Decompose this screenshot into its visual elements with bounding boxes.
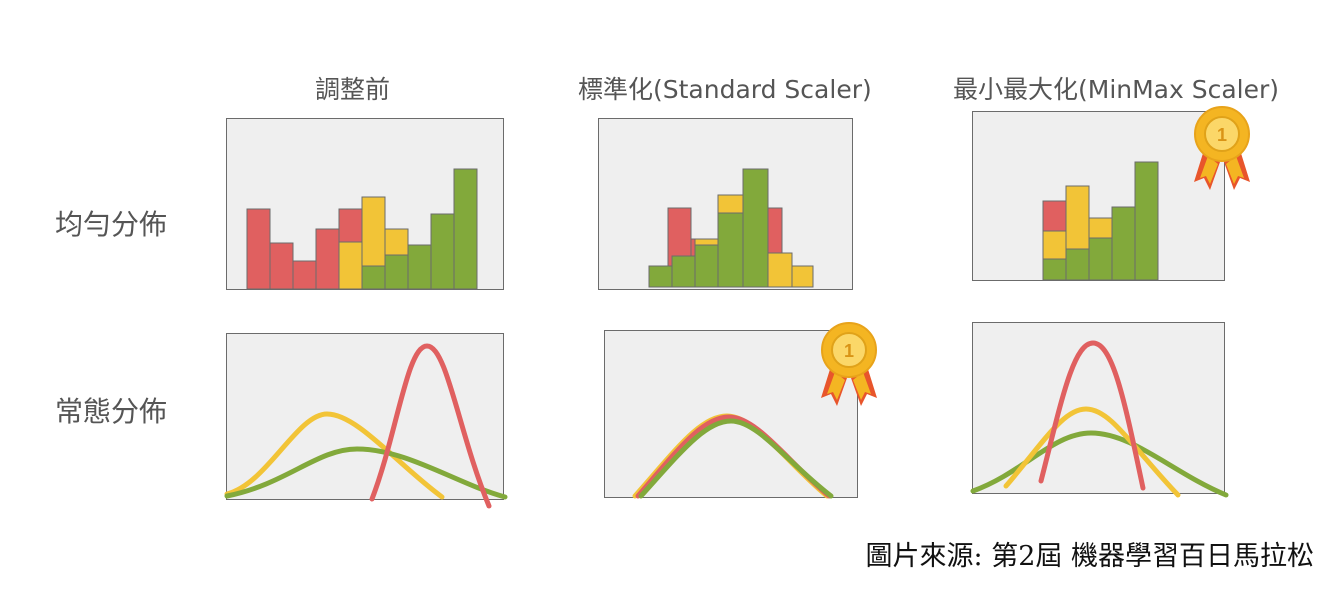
bar [1088, 237, 1113, 281]
row-title-uniform: 均勻分佈 [55, 208, 168, 241]
bar [648, 265, 673, 288]
curve-red [1038, 340, 1146, 491]
panel-normal-before [224, 333, 508, 509]
panel-normal-standard [604, 330, 858, 499]
medal-icon-uniform-minmax: 1 [1194, 106, 1250, 190]
panel-uniform-before [226, 118, 504, 290]
bar [1134, 161, 1159, 281]
bar [1065, 248, 1090, 281]
curve-green [638, 418, 834, 499]
curve-red [369, 343, 492, 509]
density-curves-normal-before [224, 343, 508, 509]
bar [717, 212, 744, 288]
column-title-standard-scaler: 標準化(Standard Scaler) [578, 75, 872, 104]
column-title-before: 調整前 [315, 75, 391, 104]
density-curves-normal-minmax [970, 340, 1229, 498]
bar [671, 255, 696, 288]
bar [269, 242, 294, 290]
density-curves-normal-standard [632, 413, 834, 499]
histogram-uniform-before [246, 168, 478, 290]
curve-green [224, 446, 508, 500]
histogram-uniform-minmax [1042, 161, 1159, 281]
bar [246, 208, 271, 290]
medal-digit: 1 [1217, 125, 1227, 145]
curve-yellow [632, 413, 830, 499]
medal-icon-normal-standard: 1 [821, 322, 877, 406]
bar [384, 254, 409, 290]
curve-yellow [1003, 406, 1181, 498]
curve-green [970, 430, 1229, 498]
medal-digit: 1 [844, 341, 854, 361]
bar [767, 252, 793, 288]
bar [742, 168, 769, 288]
column-title-minmax-scaler: 最小最大化(MinMax Scaler) [953, 75, 1280, 104]
panel-uniform-standard [598, 118, 853, 290]
bar [292, 260, 317, 290]
bar [315, 228, 340, 290]
bar [407, 244, 432, 290]
histogram-uniform-standard [648, 168, 814, 288]
bar [791, 265, 814, 288]
source-caption: 圖片來源: 第2屆 機器學習百日馬拉松 [865, 541, 1314, 572]
curve-yellow [224, 411, 445, 500]
bar [694, 244, 719, 288]
bar [430, 213, 455, 290]
panel-normal-minmax [970, 322, 1229, 498]
panel-uniform-minmax [972, 111, 1225, 281]
row-title-normal: 常態分佈 [55, 395, 168, 428]
bar [1111, 206, 1136, 281]
bar [1042, 258, 1067, 281]
bar [361, 265, 386, 290]
bar [338, 241, 363, 290]
bar [453, 168, 478, 290]
